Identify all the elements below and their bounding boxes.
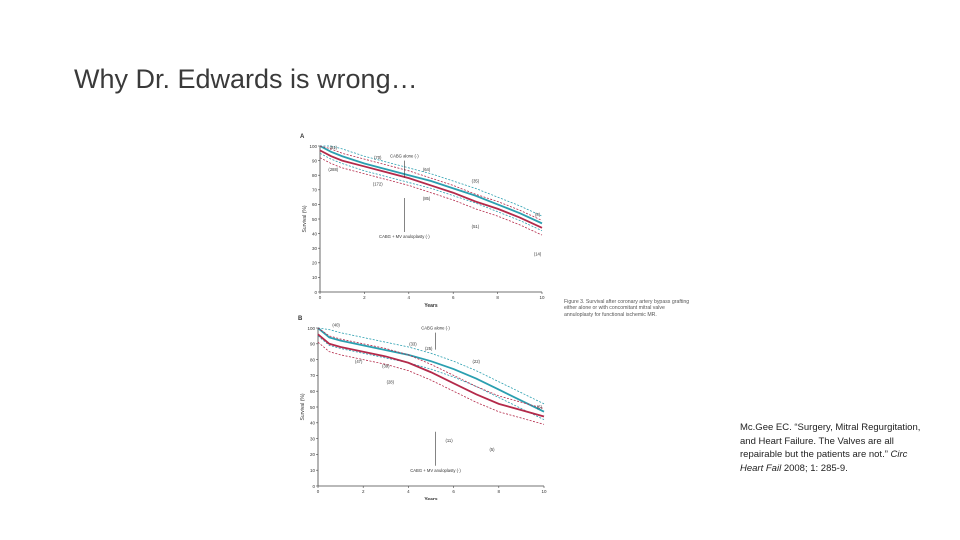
at-risk-label: (51) [472, 224, 480, 229]
x-tick-label: 10 [541, 489, 547, 494]
at-risk-label: (33) [409, 341, 417, 346]
y-tick-label: 0 [312, 484, 315, 489]
y-tick-label: 100 [307, 326, 315, 331]
cabg_alone-lower-ci [319, 152, 543, 232]
x-tick-label: 2 [362, 489, 365, 494]
y-tick-label: 80 [312, 173, 318, 178]
y-tick-label: 60 [310, 389, 316, 394]
x-axis-label: Years [424, 303, 438, 309]
figure-caption: Figure 3. Survival after coronary artery… [564, 299, 690, 318]
y-tick-label: 60 [312, 202, 318, 207]
y-tick-label: 100 [309, 144, 317, 149]
at-risk-label: (64) [423, 167, 431, 172]
x-axis-label: Years [424, 497, 438, 500]
y-tick-label: 40 [310, 421, 316, 426]
y-axis-label: Survival (%) [302, 205, 308, 232]
at-risk-label: (14) [534, 252, 542, 257]
at-risk-label: (85) [423, 196, 431, 201]
y-tick-label: 10 [310, 468, 316, 473]
at-risk-label: (11) [446, 438, 454, 443]
x-tick-label: 6 [452, 295, 455, 300]
chart-annotation: CABG + MV anuloplasty (·) [410, 468, 461, 473]
citation-journal: Circ Heart Fail [740, 449, 908, 474]
x-tick-label: 8 [498, 489, 501, 494]
cabg_mv-survival-line [317, 333, 545, 418]
at-risk-label: (91) [330, 145, 338, 150]
at-risk-label: (39) [382, 364, 390, 369]
y-tick-label: 70 [312, 188, 318, 193]
at-risk-label: (172) [373, 181, 383, 186]
y-tick-label: 50 [312, 217, 318, 222]
y-tick-label: 70 [310, 373, 316, 378]
x-tick-label: 0 [317, 489, 320, 494]
cabg_alone-lower-ci [317, 335, 545, 420]
x-tick-label: 0 [319, 295, 322, 300]
at-risk-label: (35) [472, 179, 480, 184]
x-tick-label: 4 [407, 489, 410, 494]
y-tick-label: 40 [312, 231, 318, 236]
y-tick-label: 80 [310, 357, 316, 362]
citation: Mc.Gee EC. “Surgery, Mitral Regurgitatio… [740, 421, 930, 475]
chart-annotation: CABG + MV anuloplasty (·) [379, 234, 430, 239]
at-risk-label: (28) [387, 379, 395, 384]
y-tick-label: 20 [310, 452, 316, 457]
cabg_mv-upper-ci [317, 327, 545, 409]
at-risk-label: (22) [472, 359, 480, 364]
cabg_mv-lower-ci [317, 341, 545, 425]
y-tick-label: 10 [312, 275, 318, 280]
cabg_alone-survival-line [319, 145, 543, 225]
survival-figure: A 0 10 20 30 40 50 60 70 80 90 100 0 2 4 6 8 10 Years Survi… [298, 128, 560, 500]
y-tick-label: 20 [312, 261, 318, 266]
cabg_mv-lower-ci [319, 157, 543, 236]
y-tick-label: 30 [312, 246, 318, 251]
panel-label: B [298, 316, 303, 322]
at-risk-label: (5) [537, 405, 543, 410]
at-risk-label: (8) [535, 212, 541, 217]
panel-label: A [300, 134, 305, 140]
x-tick-label: 2 [363, 295, 366, 300]
x-tick-label: 4 [408, 295, 411, 300]
at-risk-label: (25) [425, 346, 433, 351]
y-tick-label: 90 [312, 158, 318, 163]
at-risk-label: (70) [374, 155, 382, 160]
cabg_mv-survival-line [319, 149, 543, 229]
x-tick-label: 8 [496, 295, 499, 300]
y-axis-label: Survival (%) [300, 393, 306, 420]
slide-title: Why Dr. Edwards is wrong… [74, 64, 418, 94]
cabg_alone-upper-ci [317, 327, 545, 405]
citation-text: Mc.Gee EC. “Surgery, Mitral Regurgitatio… [740, 422, 921, 460]
at-risk-label: (47) [355, 359, 363, 364]
at-risk-label: (40) [332, 322, 340, 327]
y-tick-label: 30 [310, 436, 316, 441]
y-tick-label: 50 [310, 405, 316, 410]
at-risk-label: (5) [489, 447, 495, 452]
at-risk-label: (288) [328, 167, 338, 172]
chart-annotation: CABG alone (·) [421, 326, 450, 331]
cabg_mv-upper-ci [319, 145, 543, 221]
x-tick-label: 6 [452, 489, 455, 494]
chart-annotation: CABG alone (·) [390, 154, 419, 159]
x-tick-label: 10 [539, 295, 545, 300]
y-tick-label: 90 [310, 342, 316, 347]
cabg_alone-survival-line [317, 327, 545, 413]
y-tick-label: 0 [314, 290, 317, 295]
cabg_alone-upper-ci [320, 145, 543, 217]
citation-ref: 2008; 1: 285-9. [783, 462, 848, 474]
